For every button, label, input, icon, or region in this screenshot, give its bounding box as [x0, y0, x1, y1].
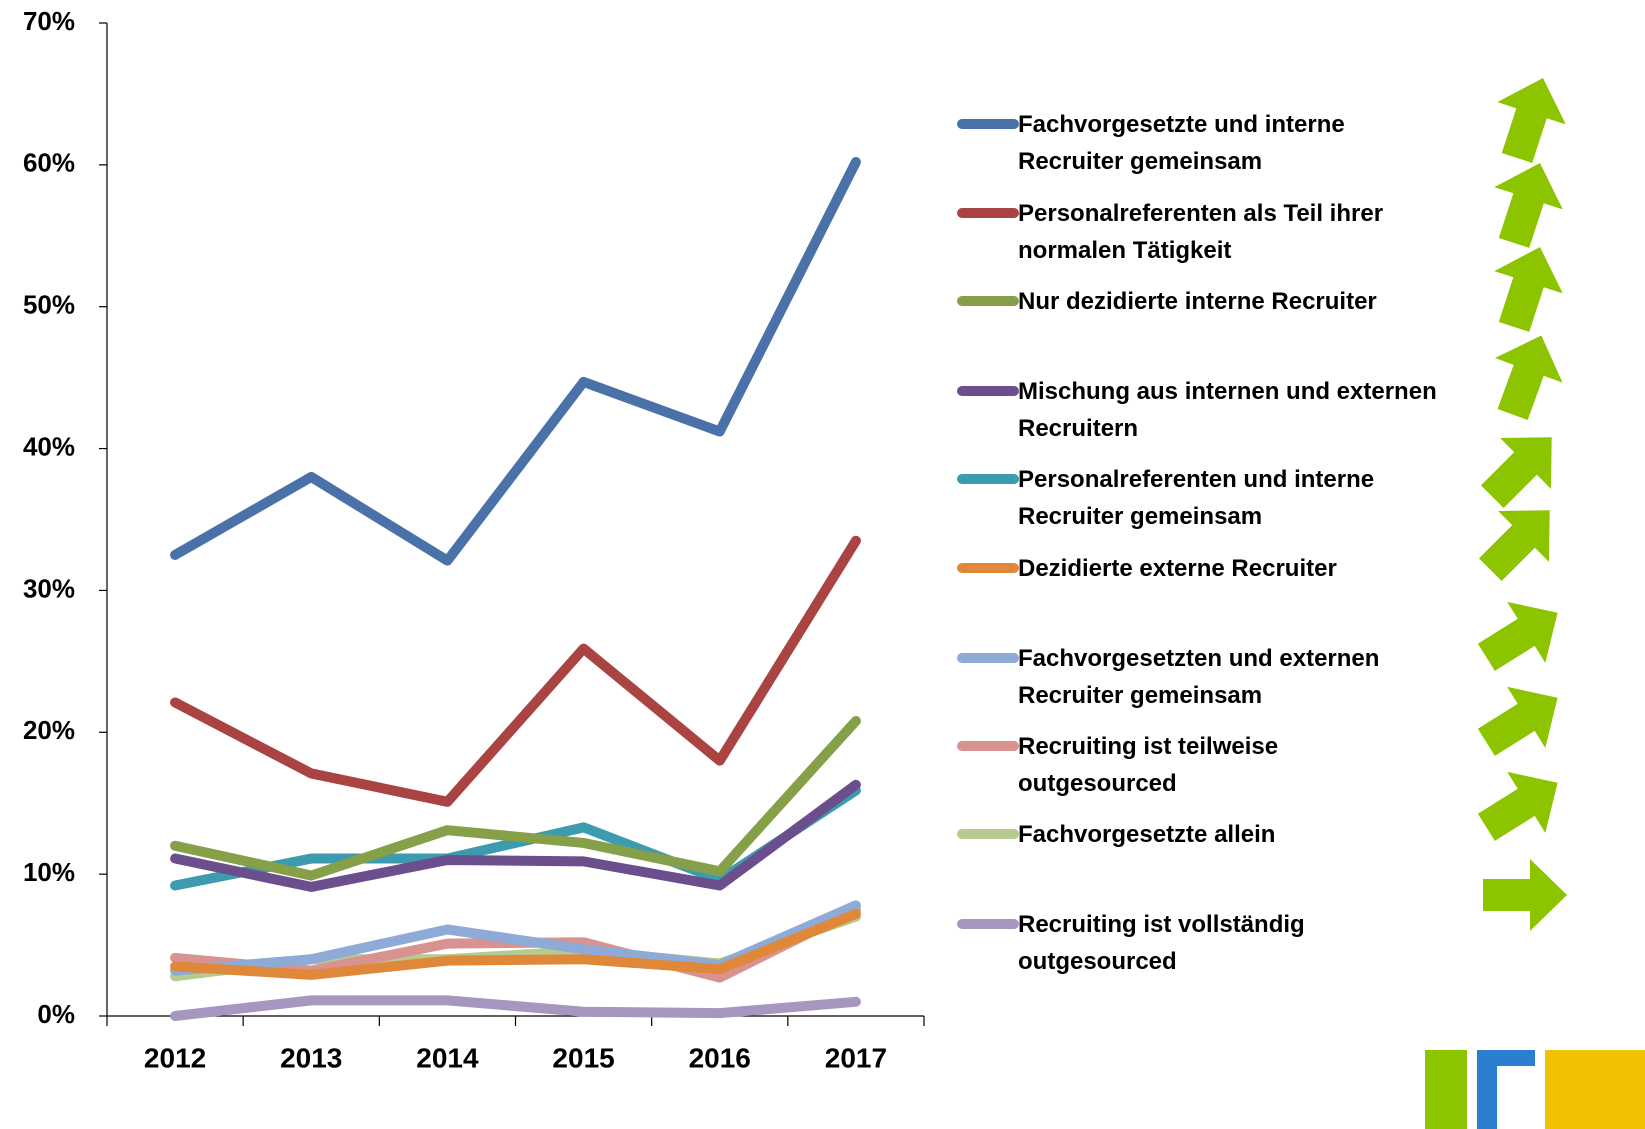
legend-label: Recruiting ist vollständig outgesourced [1018, 911, 1305, 975]
arrow [1477, 601, 1558, 671]
x-tick-label: 2012 [144, 1042, 206, 1073]
arrow [1477, 771, 1558, 841]
arrow [1480, 437, 1552, 509]
arrows [1477, 78, 1567, 931]
series-line [170, 995, 861, 1021]
logo-part [1497, 1066, 1535, 1129]
x-tick-label: 2015 [552, 1042, 614, 1073]
legend-label: Nur dezidierte interne Recruiter [1018, 288, 1377, 315]
legend-label: Fachvorgesetzten und externen Recruiter … [1018, 645, 1380, 709]
y-tick-label: 50% [23, 290, 75, 320]
arrow [1494, 163, 1563, 248]
x-tick-label: 2016 [689, 1042, 751, 1073]
series-line [170, 157, 861, 566]
legend-label: Personalreferenten als Teil ihrer normal… [1018, 200, 1384, 264]
x-tick-label: 2017 [825, 1042, 887, 1073]
y-tick-label: 40% [23, 431, 75, 461]
series-line [170, 779, 861, 892]
arrow [1477, 686, 1558, 756]
arrow [1497, 78, 1566, 163]
legend-label: Personalreferenten und interne Recruiter… [1018, 466, 1375, 530]
x-tick-label: 2013 [280, 1042, 342, 1073]
series-line [170, 715, 861, 881]
y-tick-label: 30% [23, 573, 75, 603]
y-tick-label: 0% [37, 999, 75, 1029]
series-line [170, 535, 861, 807]
arrow [1478, 510, 1550, 582]
legend-label: Recruiting ist teilweise outgesourced [1018, 733, 1279, 797]
logo [1425, 1050, 1645, 1129]
arrow [1483, 859, 1567, 931]
x-tick-label: 2014 [416, 1042, 479, 1073]
legend-label: Mischung aus internen und externen Recru… [1018, 378, 1437, 442]
legend-label: Fachvorgesetzte allein [1018, 821, 1276, 848]
logo-part [1545, 1050, 1645, 1129]
legend-label: Fachvorgesetzte und interne Recruiter ge… [1018, 111, 1345, 175]
logo-part [1425, 1050, 1467, 1129]
y-tick-label: 10% [23, 857, 75, 887]
y-tick-label: 20% [23, 715, 75, 745]
arrow [1494, 335, 1563, 420]
legend-label: Dezidierte externe Recruiter [1018, 555, 1337, 582]
y-tick-label: 70% [23, 6, 75, 36]
series-line [170, 908, 861, 980]
arrow [1494, 247, 1563, 332]
y-tick-label: 60% [23, 148, 75, 178]
